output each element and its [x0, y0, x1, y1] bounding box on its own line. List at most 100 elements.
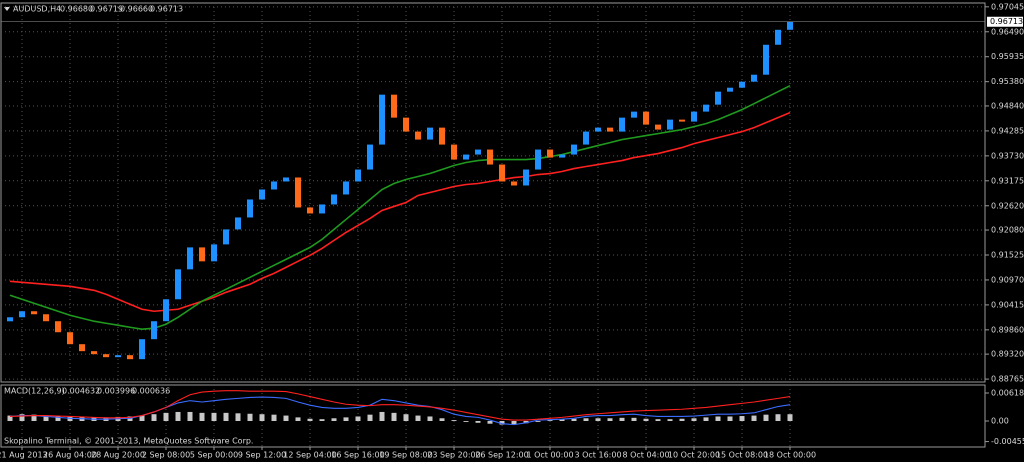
main-panel [0, 2, 986, 383]
macd-bar [7, 415, 13, 421]
macd-readout: 0.000636 [132, 387, 170, 396]
y-tick-label: 0.91525 [991, 250, 1024, 259]
y-tick-label: 0.93175 [991, 176, 1024, 185]
x-tick-label: 23 Sep 20:00 [427, 451, 480, 460]
moving-average [9, 111, 791, 313]
last-price-label: 0.96713 [990, 17, 1023, 26]
candle [739, 81, 745, 88]
y-tick-label: 0.94285 [991, 126, 1024, 135]
x-tick-label: 15 Oct 08:00 [716, 451, 768, 460]
quote-high: 0.96719 [90, 5, 123, 14]
macd-bar [379, 411, 385, 421]
candle [187, 247, 193, 270]
macd-bar [403, 414, 409, 421]
candle [379, 94, 385, 145]
y-tick-label: 0.94840 [991, 101, 1024, 110]
candle [427, 127, 433, 140]
macd-bar [259, 414, 265, 421]
y-tick-label: 0.93730 [991, 151, 1024, 160]
macd-bar [295, 417, 301, 421]
macd-bar [151, 414, 157, 421]
macd-bar [679, 418, 685, 421]
candle [67, 332, 73, 345]
macd-bar [211, 412, 217, 421]
candle [91, 351, 97, 355]
macd-bar [487, 420, 493, 424]
y-tick-label: 0.89860 [991, 325, 1024, 334]
candle [499, 164, 505, 182]
candle [151, 321, 157, 340]
x-tick-label: 26 Aug 04:00 [43, 451, 97, 460]
candle [475, 149, 481, 155]
x-tick-label: 9 Sep 12:00 [238, 451, 286, 460]
macd-bar [391, 412, 397, 421]
macd-bar [415, 415, 421, 421]
x-tick-label: 5 Sep 00:00 [190, 451, 238, 460]
candle [571, 144, 577, 155]
candle [403, 117, 409, 132]
candle [103, 354, 109, 358]
candle [703, 104, 709, 112]
quote-close: 0.96713 [150, 5, 183, 14]
macd-bar [523, 420, 529, 424]
x-tick-label: 28 Aug 20:00 [91, 451, 145, 460]
candle [523, 169, 529, 186]
candle [79, 344, 85, 352]
macd-bar [535, 420, 541, 422]
symbol-title: AUDUSD,H4 [13, 5, 61, 14]
candle [451, 144, 457, 160]
x-tick-label: 16 Sep 16:00 [331, 451, 384, 460]
candle [283, 177, 289, 182]
x-tick-label: 1 Oct 00:00 [526, 451, 573, 460]
macd-bar [343, 417, 349, 421]
candle [307, 207, 313, 214]
candle [7, 317, 13, 322]
macd-bar [187, 411, 193, 421]
macd-bar [43, 415, 49, 421]
macd-bar [19, 414, 25, 421]
x-tick-label: 26 Sep 12:00 [475, 451, 528, 460]
macd-bar [619, 417, 625, 421]
macd-bar [595, 418, 601, 421]
macd-bar [475, 420, 481, 423]
candle [463, 154, 469, 160]
candle [115, 355, 121, 358]
candle [595, 127, 601, 132]
candle [667, 119, 673, 130]
macd-bar [607, 418, 613, 421]
macd-bar [439, 418, 445, 421]
macd-bar [727, 416, 733, 421]
last-price-tag [987, 16, 1023, 27]
candle [583, 131, 589, 145]
candle [619, 117, 625, 132]
x-tick-label: 10 Oct 20:00 [668, 451, 720, 460]
macd-bar [451, 420, 457, 421]
candle [247, 199, 253, 218]
macd-bar [763, 414, 769, 421]
candle [343, 181, 349, 195]
macd-bar [511, 420, 517, 425]
y-tick-label: 0.96490 [991, 27, 1024, 36]
x-tick-label: 12 Sep 04:00 [283, 451, 336, 460]
macd-bar [31, 414, 37, 421]
macd-bar [163, 412, 169, 421]
candle [259, 189, 265, 200]
moving-average [9, 84, 791, 331]
candle [319, 204, 325, 214]
macd-panel [0, 384, 986, 448]
macd-bar [667, 419, 673, 421]
candle [139, 339, 145, 360]
macd-bar [55, 416, 61, 421]
x-tick-label: 18 Oct 00:00 [764, 451, 816, 460]
macd-bar [223, 412, 229, 421]
y-tick-label: 0.89320 [991, 350, 1024, 359]
x-tick-label: 21 Aug 2013 [0, 451, 48, 460]
macd-bar [355, 416, 361, 421]
candle [19, 311, 25, 318]
macd-readout: 0.004632 [62, 387, 100, 396]
macd-bar [583, 418, 589, 421]
macd-bar [739, 416, 745, 421]
macd-bar [631, 417, 637, 421]
candle [559, 154, 565, 158]
